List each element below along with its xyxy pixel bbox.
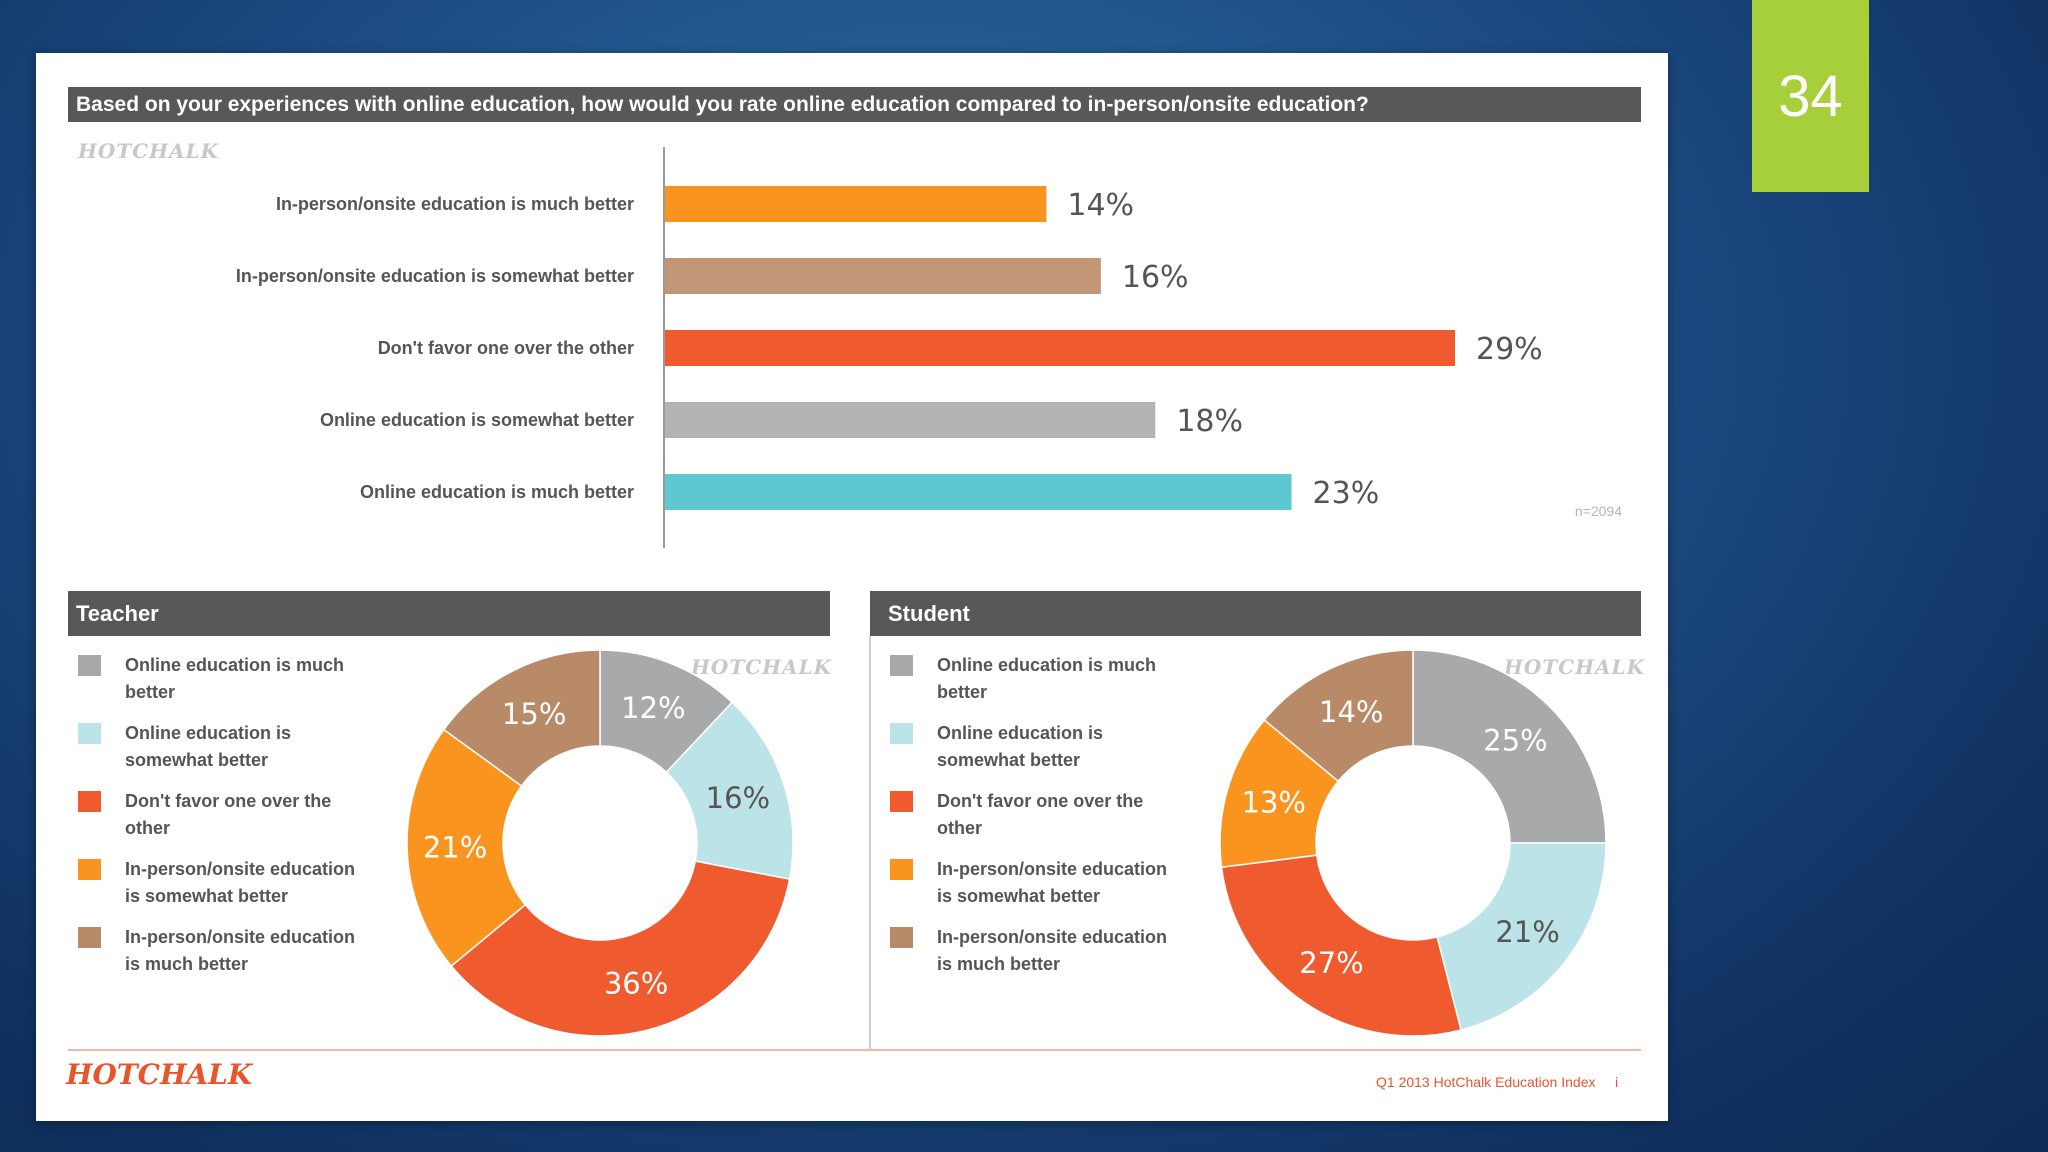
teacher-slice-2 (450, 860, 791, 1037)
footer-source: Q1 2013 HotChalk Education Index i (1376, 1074, 1618, 1090)
bar-value-label: 18% (1176, 404, 1243, 439)
bar-1 (665, 258, 1101, 294)
student-slice-label: 21% (1495, 915, 1559, 949)
legend-swatch-inperson-somewhat (890, 859, 913, 880)
legend-swatch-inperson-somewhat (78, 859, 101, 880)
footer-source-text: Q1 2013 HotChalk Education Index (1376, 1074, 1596, 1090)
student-banner: Student (870, 591, 1641, 636)
legend-item: Don't favor one over the other (78, 788, 378, 856)
student-slice-4 (1263, 649, 1414, 783)
teacher-slice-4 (442, 649, 601, 788)
legend-label: Online education is much better (125, 655, 345, 702)
student-slice-label: 14% (1319, 695, 1383, 729)
legend-item: In-person/onsite education is somewhat b… (78, 856, 378, 924)
bar-category-label: In-person/onsite education is somewhat b… (236, 266, 634, 286)
bar-category-label: Online education is much better (360, 482, 634, 502)
student-slice-label: 25% (1483, 723, 1547, 757)
legend-item: In-person/onsite education is somewhat b… (890, 856, 1190, 924)
legend-label: Don't favor one over the other (937, 791, 1144, 838)
student-slice-2 (1220, 854, 1462, 1037)
legend-label: In-person/onsite education is much bette… (125, 927, 356, 974)
bar-value-label: 14% (1067, 188, 1134, 223)
footer-page: i (1614, 1074, 1619, 1090)
legend-swatch-online-much (78, 655, 101, 676)
hotchalk-logo: HOTCHALK (66, 1058, 253, 1091)
hotchalk-logo-watermark-teacher: HOTCHALK (691, 655, 832, 679)
legend-swatch-inperson-much (78, 927, 101, 948)
bar-3 (665, 402, 1156, 438)
student-slice-label: 13% (1242, 786, 1306, 820)
legend-item: Online education is somewhat better (890, 720, 1190, 788)
bar-category-label: In-person/onsite education is much bette… (276, 194, 634, 214)
slide-card: Based on your experiences with online ed… (36, 53, 1668, 1121)
bar-value-label: 29% (1476, 332, 1543, 367)
student-slice-1 (1436, 842, 1607, 1031)
legend-swatch-online-much (890, 655, 913, 676)
legend-swatch-online-somewhat (890, 723, 913, 744)
legend-swatch-inperson-much (890, 927, 913, 948)
legend-item: Online education is much better (78, 652, 378, 720)
legend-swatch-neutral (78, 791, 101, 812)
legend-swatch-online-somewhat (78, 723, 101, 744)
bar-value-label: 23% (1313, 476, 1380, 511)
teacher-slice-label: 16% (706, 781, 770, 815)
legend-label: In-person/onsite education is much bette… (937, 927, 1168, 974)
hotchalk-logo-watermark-student: HOTCHALK (1504, 655, 1645, 679)
footer-divider (68, 1049, 1641, 1051)
legend-item: Don't favor one over the other (890, 788, 1190, 856)
bar-category-label: Online education is somewhat better (320, 410, 634, 430)
legend-item: In-person/onsite education is much bette… (890, 924, 1190, 992)
sample-size-note: n=2094 (1575, 503, 1622, 519)
legend-label: Online education is much better (937, 655, 1157, 702)
legend-item: Online education is somewhat better (78, 720, 378, 788)
teacher-slice-1 (665, 701, 794, 881)
legend-label: In-person/onsite education is somewhat b… (937, 859, 1168, 906)
charts-canvas: In-person/onsite education is much bette… (236, 147, 1622, 1037)
bar-0 (665, 186, 1047, 222)
legend-item: In-person/onsite education is much bette… (78, 924, 378, 992)
bar-category-label: Don't favor one over the other (378, 338, 634, 358)
teacher-slice-label: 15% (502, 697, 566, 731)
teacher-banner: Teacher (68, 591, 830, 636)
teacher-slice-label: 36% (604, 966, 668, 1000)
legend-label: In-person/onsite education is somewhat b… (125, 859, 356, 906)
legend-swatch-neutral (890, 791, 913, 812)
teacher-slice-label: 21% (423, 831, 487, 865)
panel-divider (869, 636, 871, 1051)
student-slice-0 (1412, 649, 1607, 844)
hotchalk-logo-watermark: HOTCHALK (78, 139, 219, 163)
bar-value-label: 16% (1122, 260, 1189, 295)
student-legend: Online education is much better Online e… (890, 652, 1190, 992)
bar-4 (665, 474, 1292, 510)
teacher-legend: Online education is much better Online e… (78, 652, 378, 992)
legend-label: Don't favor one over the other (125, 791, 332, 838)
legend-label: Online education is somewhat better (937, 723, 1104, 770)
bar-2 (665, 330, 1455, 366)
teacher-slice-3 (406, 728, 527, 968)
student-slice-label: 27% (1299, 946, 1363, 980)
legend-item: Online education is much better (890, 652, 1190, 720)
legend-label: Online education is somewhat better (125, 723, 292, 770)
slide-number: 34 (1752, 0, 1869, 192)
teacher-slice-label: 12% (621, 691, 685, 725)
question-banner: Based on your experiences with online ed… (68, 87, 1641, 122)
